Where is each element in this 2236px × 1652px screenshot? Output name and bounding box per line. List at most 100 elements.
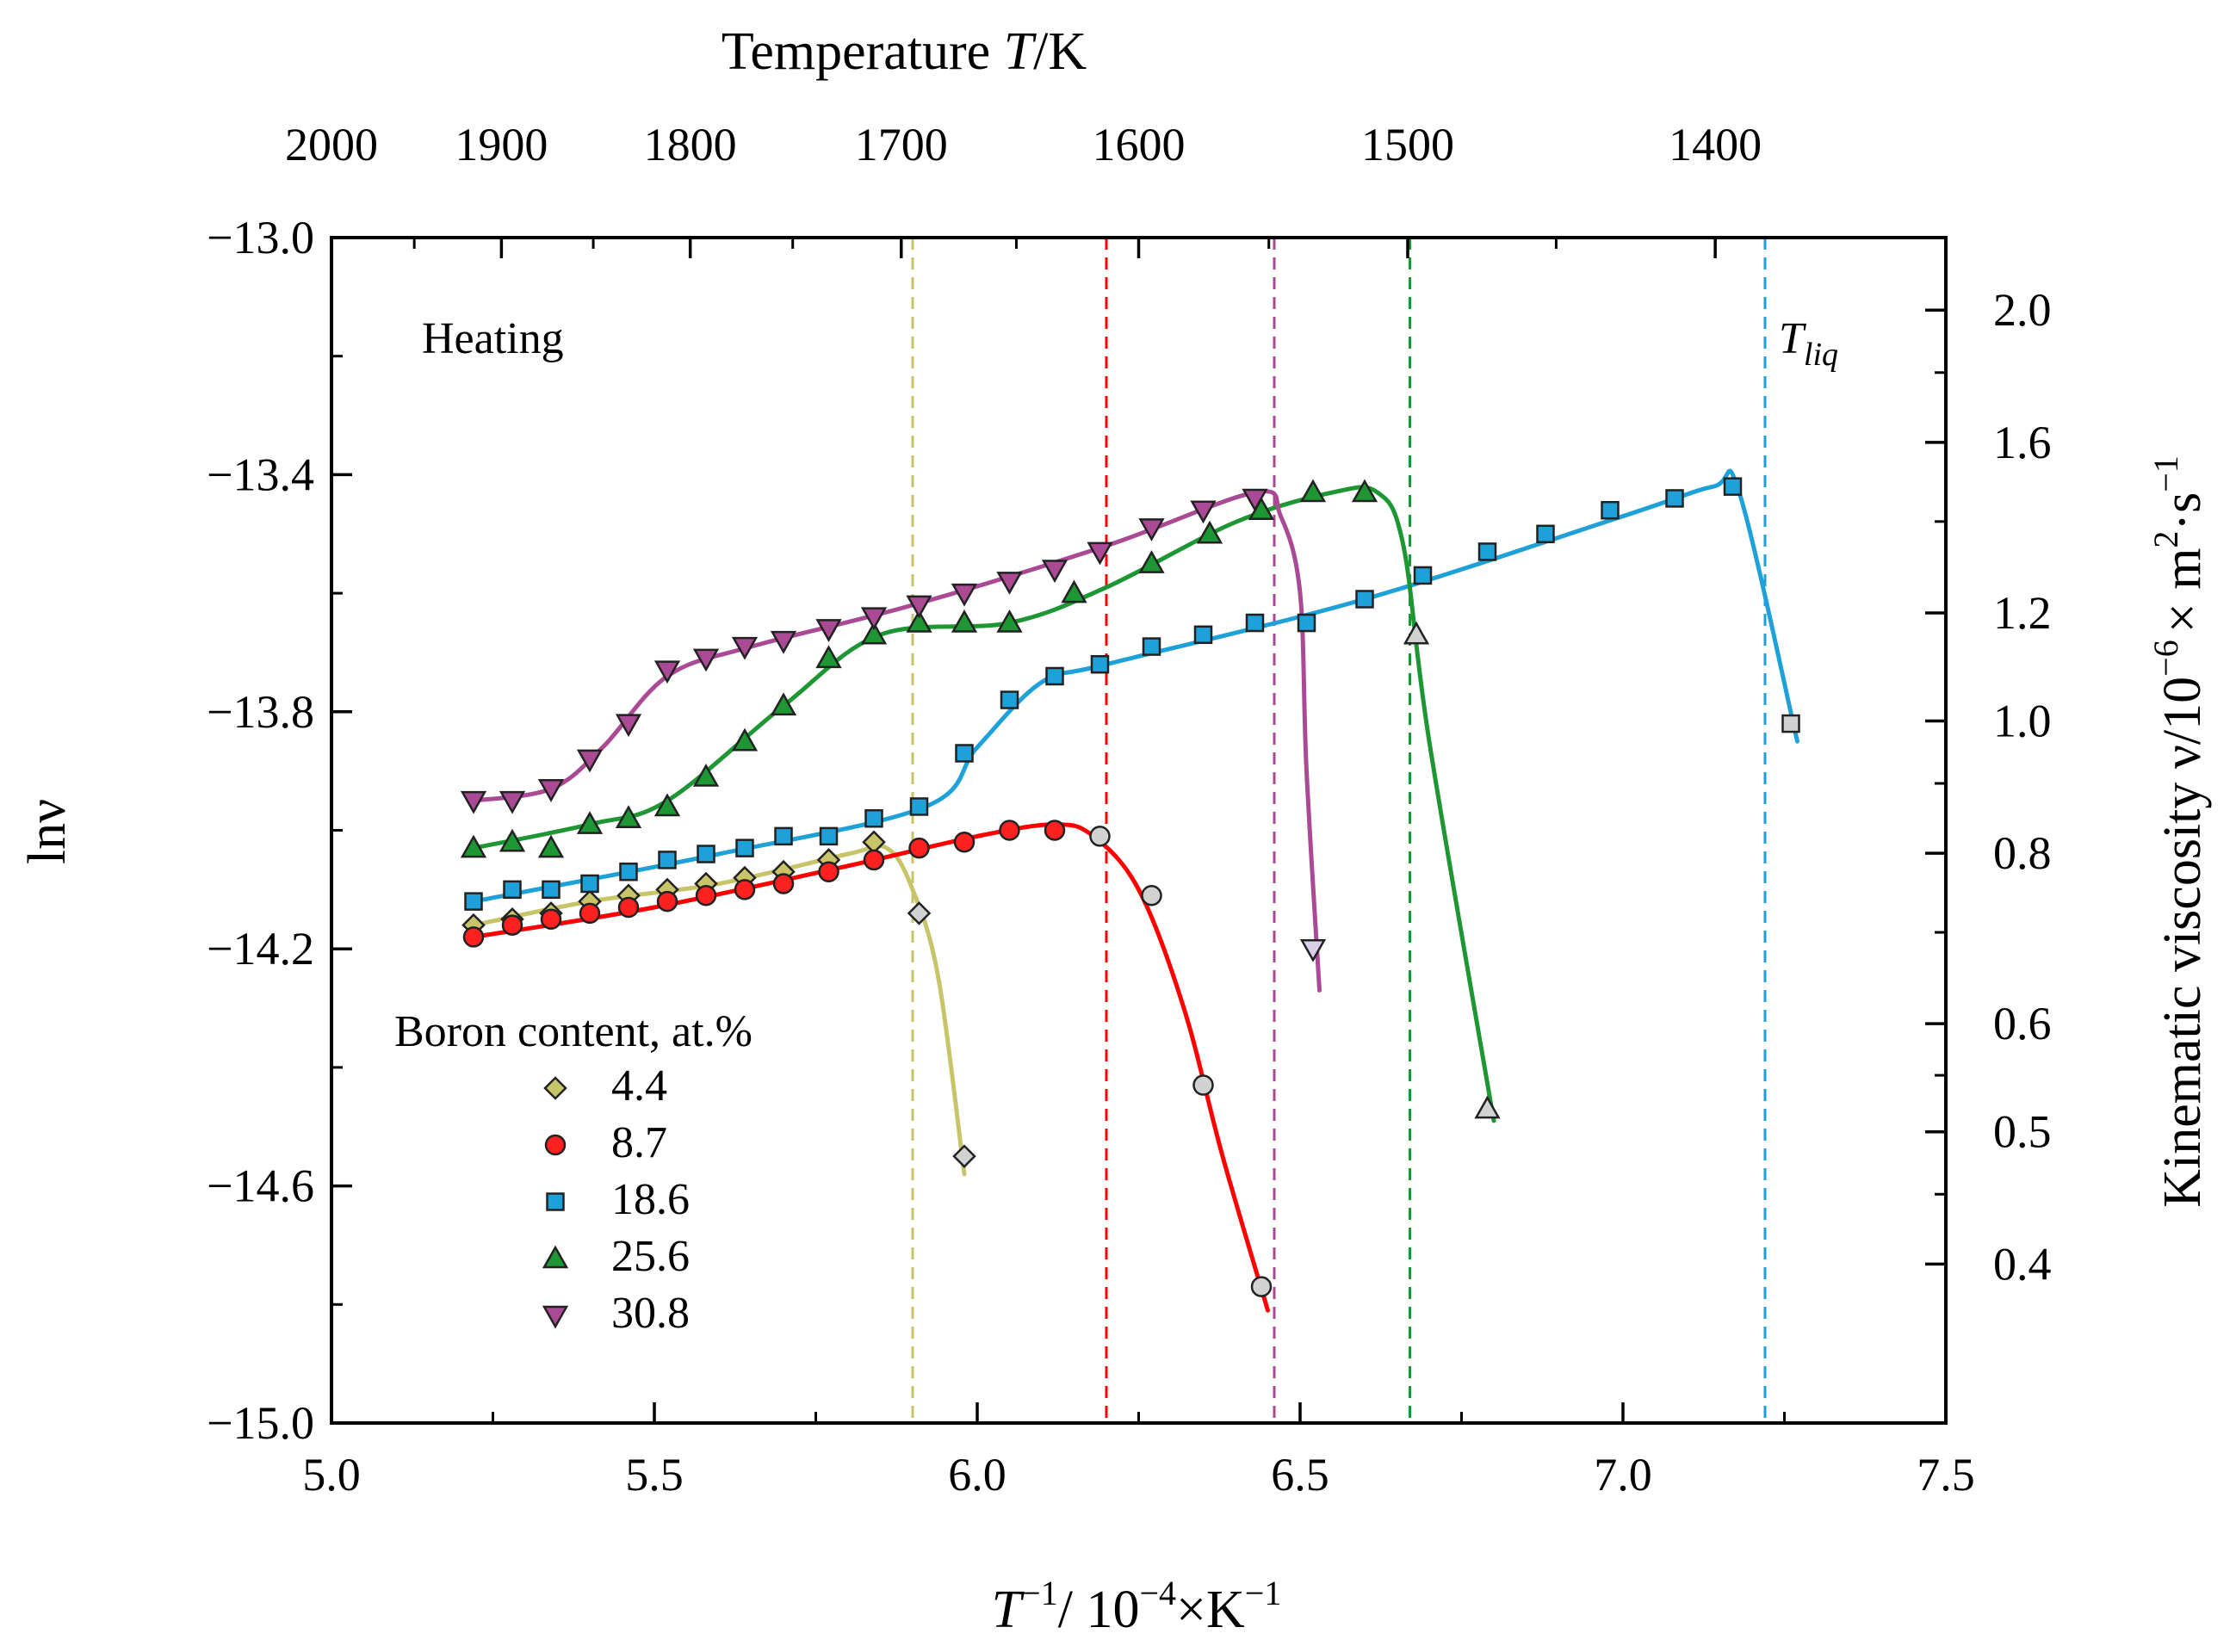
right-tick-label: 2.0 [1993,284,2052,336]
right-axis-title-dot: ·s [2153,492,2212,531]
point-18.6 [1723,477,1743,496]
data-markers [460,477,1800,1297]
fit-curve-25.6 [471,485,1496,1123]
point-18.6 [735,838,754,857]
right-tick-label: 1.2 [1993,587,2052,639]
point-18.6 [503,880,522,900]
point-30.8 [1138,518,1165,541]
point-8.7 [818,861,839,882]
right-tick-label: 0.6 [1993,998,2052,1049]
point-cooling-25.6 [1403,621,1430,645]
point-cooling-30.8 [1299,938,1327,962]
point-30.8 [1190,500,1217,524]
top-axis-title-italic: T [1004,22,1037,81]
point-30.8 [1242,488,1268,512]
legend: Boron content, at.% 4.4 8.7 18.6 25.6 30.8 [394,1007,753,1338]
point-30.8 [692,648,720,672]
point-cooling-8.7 [1250,1276,1273,1297]
right-tick-label: 1.0 [1993,695,2052,746]
top-tick-label: 1800 [644,119,737,170]
point-cooling-8.7 [1192,1074,1214,1096]
point-8.7 [863,849,885,871]
point-18.6 [464,892,483,911]
x-axis-title-mid: / 10 [1058,1581,1140,1639]
y-tick-label: −13.4 [207,449,314,500]
point-30.8 [951,583,978,607]
point-30.8 [1087,541,1113,566]
point-18.6 [580,874,599,894]
point-18.6 [864,808,883,828]
legend-marker-18.6 [546,1192,565,1211]
point-18.6 [1142,637,1161,656]
point-8.7 [734,879,756,900]
point-30.8 [770,630,797,654]
point-25.6 [1196,520,1223,544]
right-axis-title: Kinematic viscosity ν/10−6 × m2·s−1 [2146,455,2212,1208]
point-25.6 [1351,479,1378,503]
point-30.8 [815,619,842,642]
point-18.6 [658,851,677,869]
point-cooling-4.4 [907,901,932,925]
x-tick-label: 6.0 [948,1449,1007,1500]
point-18.6 [1245,613,1265,633]
point-25.6 [906,609,932,633]
point-18.6 [1090,654,1110,674]
point-25.6 [460,834,487,858]
x-tick-label: 6.5 [1271,1449,1329,1500]
point-cooling-4.4 [952,1144,976,1168]
right-tick-label: 0.8 [1993,827,2052,879]
y-tick-label: −13.0 [207,212,314,263]
point-8.7 [656,890,678,913]
legend-label-30.8: 30.8 [611,1289,690,1338]
legend-marker-8.7 [544,1134,567,1156]
x-axis-title-main: T [992,1581,1025,1639]
y-tick-label: −14.6 [207,1160,314,1212]
point-25.6 [653,793,681,817]
point-25.6 [692,763,720,787]
legend-marker-4.4 [543,1076,567,1100]
point-18.6 [1045,666,1064,686]
tliq-label-main: T [1779,314,1806,363]
top-axis-title-main: Temperature [722,22,1004,81]
point-18.6 [1193,625,1213,645]
top-axis-title-unit: /K [1033,22,1087,81]
point-18.6 [955,744,974,763]
x-axis-title-sup3: −1 [1245,1574,1282,1612]
point-25.6 [1138,550,1165,573]
point-18.6 [619,862,638,882]
heating-label: Heating [422,314,564,363]
point-18.6 [697,845,715,863]
point-18.6 [774,826,793,846]
point-25.6 [615,805,642,828]
point-25.6 [1061,579,1087,603]
top-tick-label: 1500 [1361,119,1454,170]
point-25.6 [537,834,565,858]
top-axis-title: Temperature T/K [722,22,1087,81]
point-25.6 [860,621,888,645]
legend-label-8.7: 8.7 [611,1118,667,1167]
point-cooling-25.6 [1474,1095,1501,1119]
point-8.7 [999,820,1020,841]
point-8.7 [617,896,640,919]
point-18.6 [1601,500,1620,520]
right-tick-label: 0.4 [1993,1238,2052,1290]
point-18.6 [1355,590,1374,609]
x-axis-title-sup2: −4 [1139,1574,1176,1612]
point-8.7 [695,884,717,906]
point-18.6 [819,826,839,846]
legend-label-18.6: 18.6 [611,1175,690,1224]
x-tick-label: 5.5 [625,1449,684,1500]
point-25.6 [731,727,759,752]
legend-title: Boron content, at.% [394,1007,753,1056]
point-30.8 [576,749,604,773]
x-tick-label: 7.0 [1594,1449,1652,1500]
point-18.6 [1413,566,1433,585]
point-25.6 [951,609,978,633]
right-axis-title-mid: × m [2153,548,2212,634]
point-30.8 [996,572,1023,595]
point-cooling-18.6 [1781,714,1800,733]
right-tick-label: 0.5 [1993,1106,2052,1158]
right-axis-title-sup3: −1 [2146,455,2185,492]
point-30.8 [653,660,681,684]
